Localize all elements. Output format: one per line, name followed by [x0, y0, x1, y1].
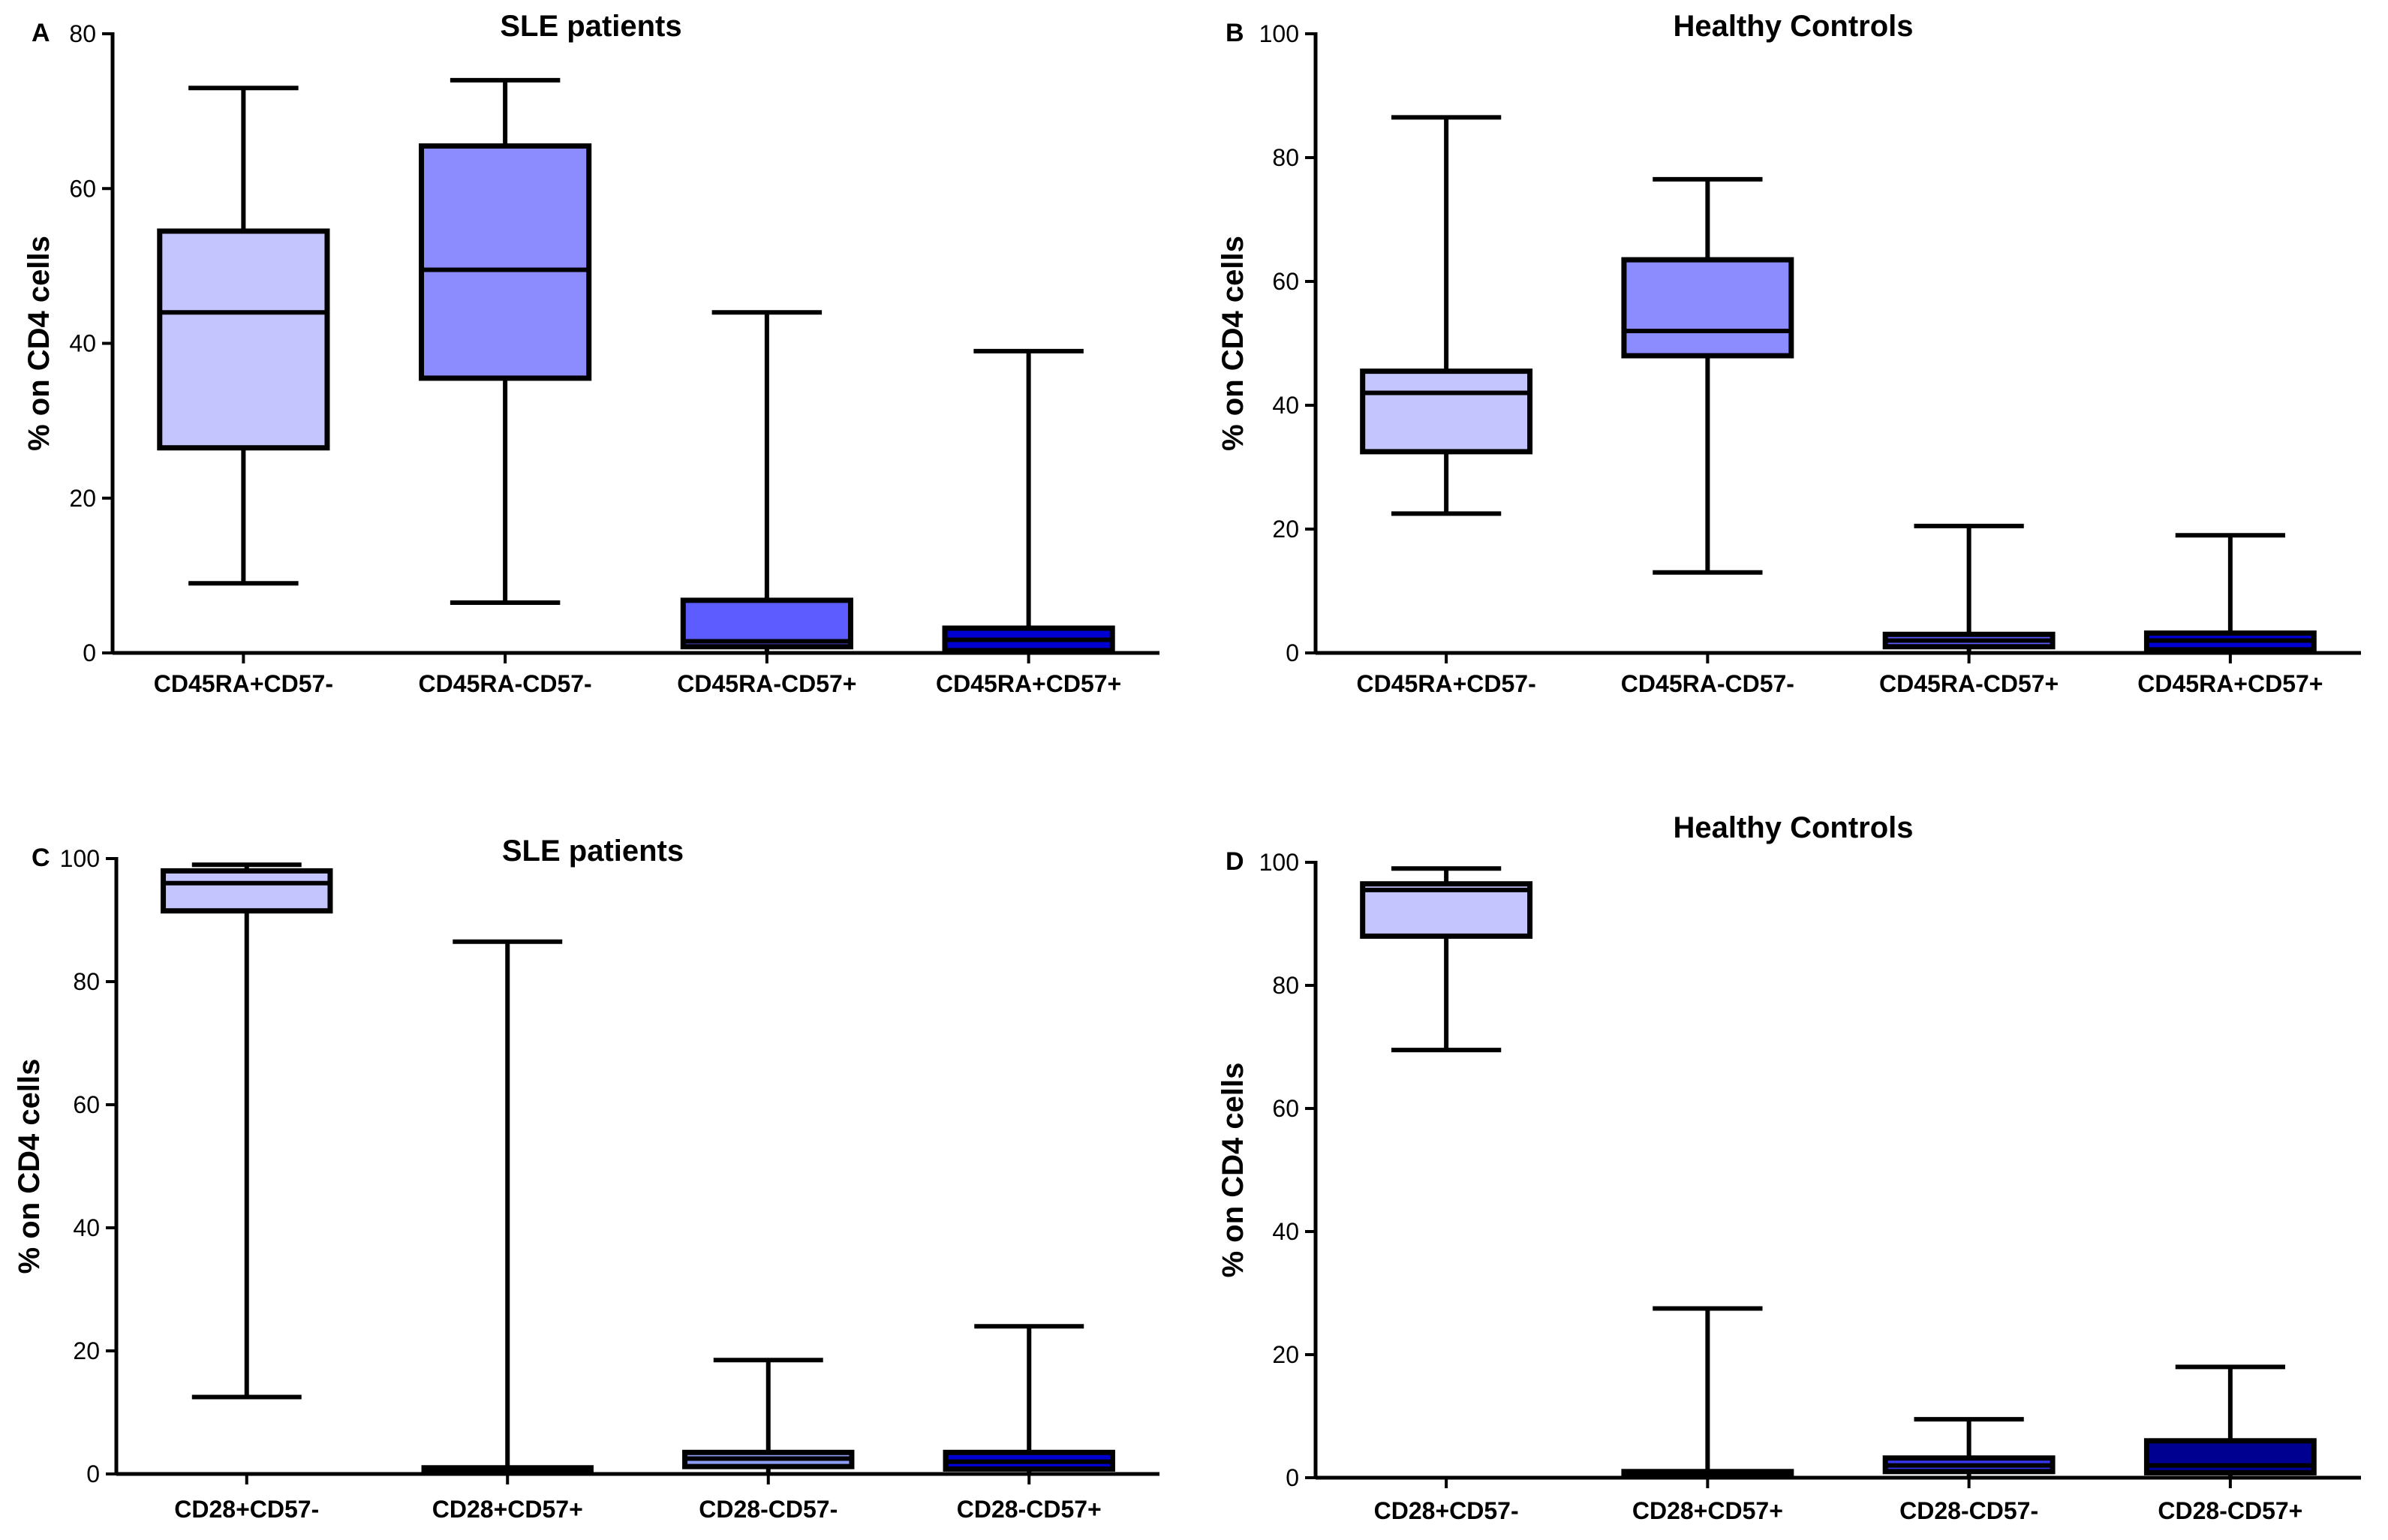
y-tick-label: 60 — [69, 175, 96, 202]
y-tick-label: 100 — [60, 845, 100, 872]
y-tick-label: 80 — [1272, 144, 1299, 171]
y-tick-label: 20 — [1272, 1341, 1299, 1368]
box-CD28-CD57- — [1882, 1417, 2056, 1478]
chart-title: SLE patients — [502, 835, 684, 868]
panel-b: B Healthy Controls % on CD4 cells 0 20 40 60 80… — [1194, 0, 2388, 768]
box-CD45RA+CD57+ — [942, 348, 1115, 654]
y-tick-label: 60 — [73, 1091, 100, 1118]
chart-title: Healthy Controls — [1673, 811, 1913, 844]
box-body — [2143, 1438, 2317, 1475]
box-body — [680, 597, 853, 650]
x-tick-label: CD28-CD57+ — [2158, 1497, 2302, 1524]
box-body — [161, 868, 333, 914]
x-tick-label: CD28+CD57+ — [1632, 1497, 1783, 1524]
panel-c-chart: C SLE patients % on CD4 cells 0 20 40 60 80 100 C… — [13, 835, 1159, 1523]
box-CD28+CD57+ — [421, 939, 594, 1475]
box-body — [1360, 881, 1533, 939]
panel-b-chart: B Healthy Controls % on CD4 cells 0 20 40 60 80… — [1217, 10, 2361, 697]
y-axis-label: % on CD4 cells — [13, 1059, 46, 1274]
y-axis-label: % on CD4 cells — [1217, 236, 1250, 451]
y-tick-label: 100 — [1259, 849, 1299, 876]
panel-a: A SLE patients % on CD4 cells 0 20 40 60 80 CD45… — [0, 0, 1194, 768]
x-tick-label: CD45RA-CD57- — [1621, 670, 1794, 697]
y-tick-label: 40 — [73, 1214, 100, 1241]
panel-letter: D — [1226, 847, 1244, 876]
panel-c: C SLE patients % on CD4 cells 0 20 40 60 80 100 C… — [0, 768, 1194, 1536]
x-tick-label: CD45RA+CD57- — [154, 670, 333, 697]
x-tick-label: CD45RA-CD57+ — [1879, 670, 2059, 697]
x-tick-label: CD28-CD57- — [1899, 1497, 2038, 1524]
y-tick-label: 80 — [69, 20, 96, 47]
box-CD45RA-CD57- — [1621, 176, 1794, 575]
chart-title: SLE patients — [500, 10, 681, 43]
x-tick-label: CD45RA+CD57+ — [936, 670, 1121, 697]
box-CD28-CD57+ — [943, 1324, 1115, 1474]
box-body — [1360, 368, 1533, 455]
box-CD28+CD57+ — [1621, 1306, 1794, 1479]
x-tick-label: CD45RA+CD57+ — [2137, 670, 2323, 697]
panel-letter: B — [1226, 19, 1244, 47]
panel-letter: A — [32, 19, 50, 47]
panel-d-chart: D Healthy Controls % on CD4 cells 0 20 40 60 80… — [1217, 811, 2361, 1524]
x-tick-label: CD45RA+CD57- — [1357, 670, 1536, 697]
box-body — [1621, 257, 1794, 359]
y-tick-label: 60 — [1272, 1095, 1299, 1122]
y-axis-label: % on CD4 cells — [1217, 1063, 1250, 1278]
y-tick-label: 40 — [69, 330, 96, 357]
box-CD45RA-CD57+ — [1882, 523, 2056, 653]
chart-title: Healthy Controls — [1673, 10, 1913, 43]
panel-d: D Healthy Controls % on CD4 cells 0 20 40 60 80… — [1194, 768, 2388, 1536]
box-CD45RA+CD57- — [1360, 115, 1533, 516]
x-tick-label: CD28+CD57+ — [432, 1496, 583, 1523]
y-tick-label: 20 — [73, 1337, 100, 1364]
box-CD45RA-CD57- — [419, 77, 592, 605]
y-tick-label: 0 — [1286, 1464, 1299, 1491]
y-tick-label: 40 — [1272, 392, 1299, 419]
x-tick-label: CD28+CD57- — [1374, 1497, 1519, 1524]
x-tick-label: CD45RA-CD57- — [419, 670, 592, 697]
box-CD45RA-CD57+ — [680, 310, 853, 653]
box-CD28-CD57- — [682, 1358, 855, 1474]
y-tick-label: 20 — [1272, 516, 1299, 543]
box-CD45RA+CD57+ — [2143, 533, 2317, 653]
y-axis-label: % on CD4 cells — [23, 236, 56, 451]
x-tick-label: CD45RA-CD57+ — [677, 670, 856, 697]
box-CD45RA+CD57- — [157, 86, 330, 586]
y-tick-label: 60 — [1272, 268, 1299, 295]
box-body — [419, 143, 592, 381]
y-tick-label: 80 — [73, 968, 100, 995]
box-body — [157, 228, 330, 451]
x-tick-label: CD28+CD57- — [174, 1496, 319, 1523]
x-tick-label: CD28-CD57- — [699, 1496, 838, 1523]
x-tick-label: CD28-CD57+ — [957, 1496, 1102, 1523]
box-CD28-CD57+ — [2143, 1364, 2317, 1478]
y-tick-label: 0 — [86, 1460, 100, 1487]
y-tick-label: 40 — [1272, 1218, 1299, 1245]
y-tick-label: 20 — [69, 485, 96, 512]
panel-letter: C — [32, 844, 50, 872]
box-CD28+CD57- — [161, 862, 333, 1400]
y-tick-label: 0 — [1286, 639, 1299, 666]
box-CD28+CD57- — [1360, 866, 1533, 1053]
y-tick-label: 0 — [83, 639, 96, 666]
panel-a-chart: A SLE patients % on CD4 cells 0 20 40 60 80 CD45… — [23, 10, 1159, 697]
y-tick-label: 100 — [1259, 20, 1299, 47]
y-tick-label: 80 — [1272, 972, 1299, 999]
